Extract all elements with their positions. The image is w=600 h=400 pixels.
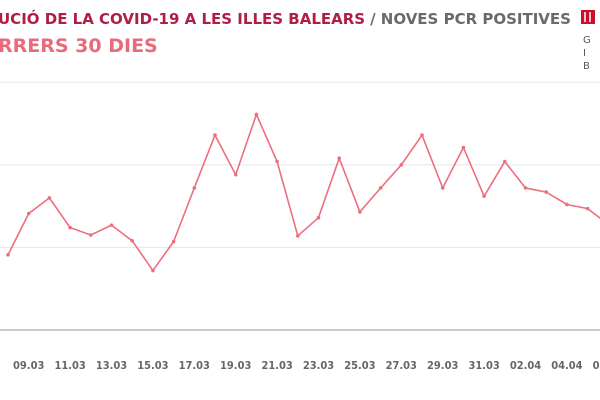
point [337, 156, 342, 161]
x-tick-label: 17.03 [179, 359, 210, 372]
point [296, 234, 300, 238]
point [47, 196, 52, 200]
point [130, 239, 134, 243]
chart-subtitle: RRERS 30 DIES [0, 35, 158, 57]
logo-mark [581, 10, 595, 24]
point [585, 206, 590, 211]
chart-title: UCIÓ DE LA COVID-19 A LES ILLES BALEARS /… [0, 9, 571, 28]
point [565, 202, 569, 207]
x-tick-label: 04.04 [551, 359, 582, 372]
point [275, 159, 279, 164]
point [503, 159, 507, 164]
logo: G I B [581, 10, 595, 72]
point [233, 172, 238, 177]
x-tick-label: 06.04 [593, 359, 600, 372]
logo-letter: B [583, 61, 590, 72]
point [109, 223, 114, 227]
point [6, 253, 10, 257]
point [399, 163, 404, 167]
x-tick-label: 02.04 [510, 359, 541, 372]
point [523, 186, 528, 190]
point [151, 268, 155, 273]
point [461, 145, 466, 150]
point [378, 186, 383, 190]
x-tick-label: 23.03 [303, 359, 334, 372]
x-tick-label: 21.03 [261, 359, 292, 372]
x-tick-label: 09.03 [13, 359, 44, 372]
x-tick-label: 27.03 [386, 359, 417, 372]
point [482, 194, 486, 199]
point [440, 186, 445, 190]
point [358, 210, 362, 214]
point [171, 239, 176, 244]
point [544, 190, 548, 194]
x-tick-label: 13.03 [96, 359, 127, 372]
point [89, 233, 93, 237]
point [316, 215, 321, 220]
point [254, 112, 259, 117]
x-tick-label: 11.03 [54, 359, 85, 372]
title-suffix: / NOVES PCR POSITIVES [370, 10, 571, 28]
x-tick-label: 29.03 [427, 359, 458, 372]
point [420, 133, 424, 137]
logo-letter: G [583, 35, 591, 46]
series-line [7, 112, 600, 272]
point [26, 211, 31, 216]
logo-letter: I [583, 48, 586, 59]
x-tick-label: 25.03 [344, 359, 375, 372]
point [213, 133, 217, 137]
title-main: UCIÓ DE LA COVID-19 A LES ILLES BALEARS [0, 9, 365, 28]
x-tick-label: 31.03 [468, 359, 499, 372]
point [192, 186, 197, 190]
point [68, 225, 72, 230]
x-tick-label: 15.03 [137, 359, 168, 372]
x-tick-label: 19.03 [220, 359, 251, 372]
